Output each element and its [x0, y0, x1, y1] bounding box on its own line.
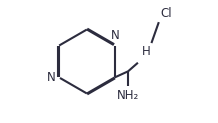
Text: NH₂: NH₂ — [117, 89, 139, 102]
Text: H: H — [141, 45, 150, 58]
Text: N: N — [47, 71, 56, 84]
Text: N: N — [111, 29, 119, 42]
Text: Cl: Cl — [160, 7, 172, 20]
